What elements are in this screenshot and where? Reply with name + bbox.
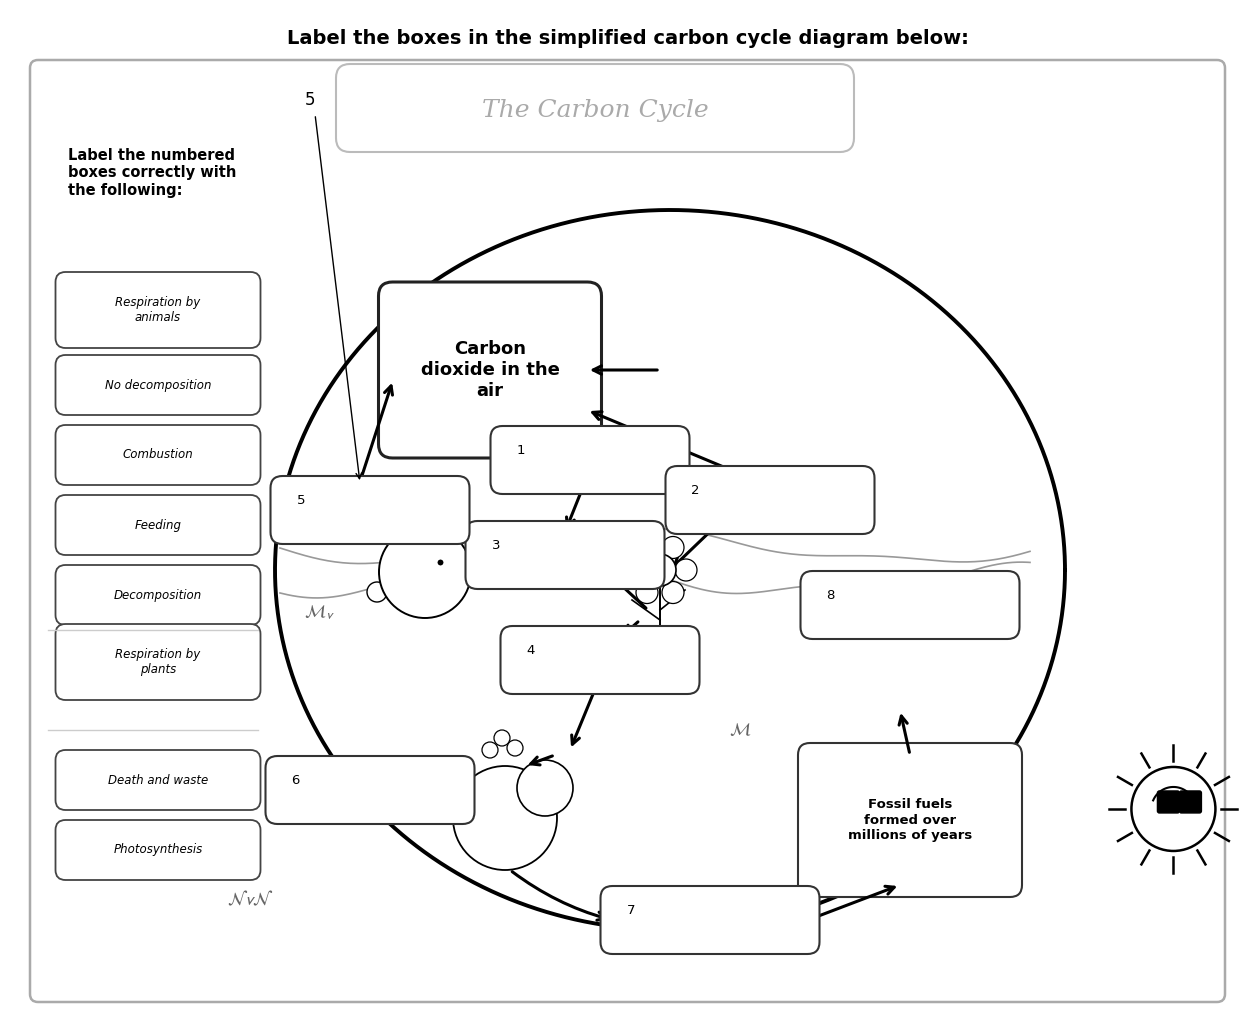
Ellipse shape — [398, 492, 415, 528]
Text: 5: 5 — [296, 494, 305, 507]
FancyBboxPatch shape — [55, 565, 261, 625]
Text: 2: 2 — [692, 484, 700, 497]
Text: Fossil fuels
formed over
millions of years: Fossil fuels formed over millions of yea… — [848, 799, 973, 842]
Text: 7: 7 — [626, 904, 635, 918]
FancyBboxPatch shape — [1157, 791, 1180, 813]
FancyBboxPatch shape — [501, 626, 699, 694]
Ellipse shape — [420, 489, 439, 525]
Text: Feeding: Feeding — [134, 518, 182, 531]
FancyBboxPatch shape — [466, 521, 664, 589]
Text: 4: 4 — [527, 644, 535, 657]
Text: Carbon
dioxide in the
air: Carbon dioxide in the air — [420, 340, 560, 399]
FancyBboxPatch shape — [600, 886, 820, 954]
FancyBboxPatch shape — [491, 426, 689, 494]
Circle shape — [644, 554, 676, 586]
Circle shape — [517, 760, 574, 816]
Text: 6: 6 — [291, 774, 300, 787]
FancyBboxPatch shape — [801, 571, 1019, 639]
Text: 8: 8 — [827, 589, 835, 602]
Text: 3: 3 — [492, 539, 499, 552]
FancyBboxPatch shape — [55, 750, 261, 810]
Circle shape — [366, 582, 387, 602]
Text: $\mathcal{M}$: $\mathcal{M}$ — [729, 721, 752, 739]
Text: No decomposition: No decomposition — [104, 379, 211, 391]
Text: $\mathcal{NvN}$: $\mathcal{NvN}$ — [227, 891, 274, 909]
Circle shape — [482, 742, 498, 758]
FancyBboxPatch shape — [55, 272, 261, 348]
FancyBboxPatch shape — [30, 60, 1225, 1002]
Text: Label the boxes in the simplified carbon cycle diagram below:: Label the boxes in the simplified carbon… — [286, 29, 969, 47]
FancyBboxPatch shape — [798, 743, 1022, 897]
FancyBboxPatch shape — [55, 820, 261, 880]
FancyBboxPatch shape — [55, 355, 261, 415]
Circle shape — [379, 526, 471, 618]
Circle shape — [507, 740, 523, 756]
Text: 1: 1 — [517, 444, 525, 457]
Text: Decomposition: Decomposition — [114, 589, 202, 601]
Text: $\mathcal{v}$: $\mathcal{v}$ — [325, 608, 335, 622]
Text: Respiration by
plants: Respiration by plants — [115, 648, 201, 676]
Text: Label the numbered
boxes correctly with
the following:: Label the numbered boxes correctly with … — [68, 148, 236, 198]
FancyBboxPatch shape — [665, 466, 875, 534]
Text: Combustion: Combustion — [123, 449, 193, 462]
FancyBboxPatch shape — [55, 495, 261, 555]
Text: Photosynthesis: Photosynthesis — [113, 844, 202, 856]
FancyBboxPatch shape — [55, 425, 261, 485]
Circle shape — [661, 537, 684, 558]
Circle shape — [675, 559, 697, 581]
Circle shape — [494, 730, 510, 746]
Circle shape — [636, 537, 658, 558]
FancyBboxPatch shape — [1180, 791, 1201, 813]
FancyBboxPatch shape — [55, 624, 261, 700]
Text: Respiration by
animals: Respiration by animals — [115, 296, 201, 324]
Circle shape — [1132, 767, 1215, 851]
FancyBboxPatch shape — [271, 476, 469, 544]
Circle shape — [622, 559, 645, 581]
Text: $\mathcal{M}$: $\mathcal{M}$ — [304, 603, 326, 621]
Text: 5: 5 — [305, 91, 315, 109]
Circle shape — [636, 582, 658, 603]
Text: Death and waste: Death and waste — [108, 773, 208, 786]
Text: The Carbon Cycle: The Carbon Cycle — [482, 98, 708, 122]
Circle shape — [661, 582, 684, 603]
Circle shape — [453, 766, 557, 870]
FancyBboxPatch shape — [336, 63, 853, 152]
FancyBboxPatch shape — [379, 282, 601, 458]
FancyBboxPatch shape — [266, 756, 474, 824]
